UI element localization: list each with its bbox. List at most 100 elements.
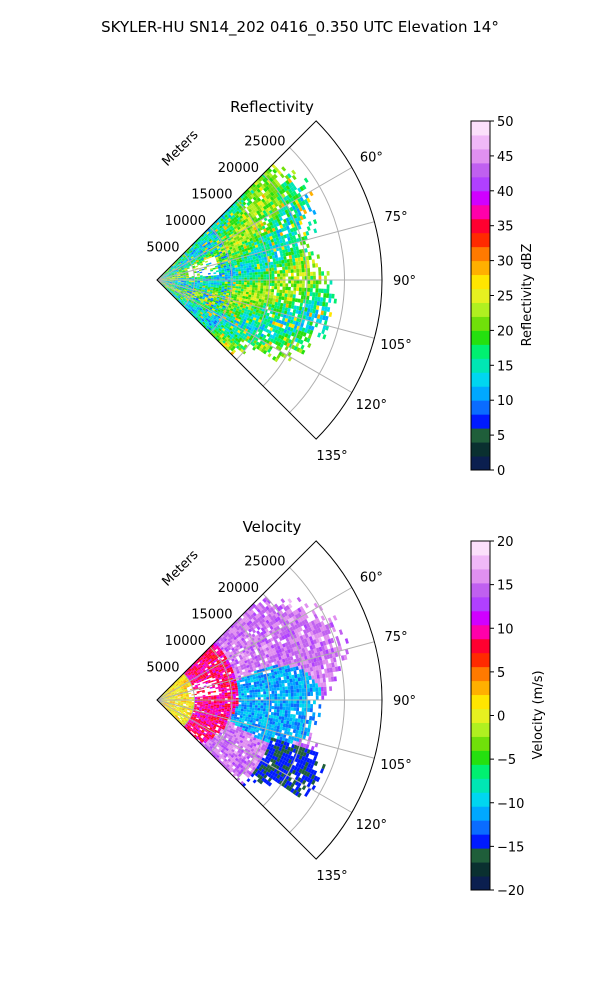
field-cell <box>223 662 228 666</box>
field-cell <box>320 310 324 316</box>
field-cell <box>261 299 265 303</box>
field-cell <box>180 280 184 282</box>
field-cell <box>183 702 187 704</box>
field-cell <box>211 248 215 252</box>
field-cell <box>205 294 209 297</box>
field-cell <box>209 307 213 310</box>
field-cell <box>225 228 229 233</box>
field-cell <box>174 275 178 277</box>
field-cell <box>233 680 237 684</box>
field-cell <box>295 265 299 270</box>
field-cell <box>185 704 189 706</box>
field-cell <box>167 691 171 694</box>
field-cell <box>209 727 213 730</box>
field-cell <box>255 309 260 313</box>
field-cell <box>210 702 214 705</box>
field-cell <box>228 664 232 668</box>
field-cell <box>270 261 274 265</box>
field-cell <box>201 679 205 682</box>
field-cell <box>182 705 186 707</box>
field-cell <box>188 262 191 265</box>
field-cell <box>257 282 261 286</box>
field-cell <box>174 285 178 287</box>
field-cell <box>233 282 236 285</box>
field-cell <box>249 231 254 236</box>
field-cell <box>324 275 327 280</box>
field-cell <box>177 695 181 697</box>
field-cell <box>174 291 177 294</box>
field-cell <box>168 267 171 270</box>
field-cell <box>166 703 170 705</box>
field-cell <box>207 705 211 708</box>
field-cell <box>269 298 274 302</box>
field-cell <box>219 326 224 330</box>
field-cell <box>218 233 222 237</box>
field-cell <box>221 318 226 322</box>
field-cell <box>199 690 203 693</box>
field-cell <box>224 210 229 215</box>
field-cell <box>271 328 276 333</box>
field-cell <box>177 281 181 283</box>
field-cell <box>224 646 228 651</box>
azimuth-tick-label: 105° <box>380 338 411 353</box>
field-cell <box>175 282 178 284</box>
field-cell <box>187 295 191 298</box>
field-cell <box>230 231 234 235</box>
field-cell <box>202 283 206 286</box>
field-cell <box>219 245 223 248</box>
field-cell <box>189 711 193 714</box>
field-cell <box>197 283 200 285</box>
field-cell <box>165 694 169 696</box>
field-cell <box>239 331 244 335</box>
field-cell <box>188 702 192 704</box>
field-cell <box>278 216 283 222</box>
field-cell <box>210 269 214 272</box>
field-cell <box>205 303 209 306</box>
field-cell <box>295 342 300 348</box>
field-cell <box>201 247 205 251</box>
field-cell <box>160 275 163 278</box>
field-cell <box>219 235 224 239</box>
field-cell <box>177 277 181 279</box>
field-cell <box>199 707 203 710</box>
field-cell <box>253 261 257 265</box>
field-cell <box>162 273 166 276</box>
field-cell <box>299 302 303 307</box>
field-cell <box>172 282 176 283</box>
field-cell <box>177 687 181 690</box>
field-cell <box>164 272 168 275</box>
field-cell <box>189 290 193 293</box>
field-cell <box>255 298 259 302</box>
field-cell <box>210 735 214 739</box>
field-cell <box>192 259 196 262</box>
field-cell <box>260 268 264 272</box>
field-cell <box>225 311 230 314</box>
field-cell <box>271 180 277 186</box>
field-cell <box>200 293 204 295</box>
field-cell <box>310 271 313 276</box>
field-cell <box>195 685 198 688</box>
field-cell <box>168 289 172 292</box>
field-cell <box>233 212 238 217</box>
field-cell <box>268 323 272 328</box>
field-cell <box>174 687 178 689</box>
field-cell <box>296 347 301 353</box>
field-cell <box>200 725 204 729</box>
field-cell <box>298 310 302 315</box>
field-cell <box>242 655 246 659</box>
field-cell <box>217 735 221 739</box>
field-cell <box>293 230 298 236</box>
field-cell <box>289 236 294 241</box>
field-cell <box>170 271 174 273</box>
field-cell <box>226 212 230 217</box>
field-cell <box>271 283 275 287</box>
field-cell <box>219 251 223 254</box>
field-cell <box>184 708 188 710</box>
colorbar-tick-label: 25 <box>497 290 514 305</box>
field-cell <box>232 345 236 350</box>
field-cell <box>270 295 274 299</box>
field-cell <box>205 703 209 706</box>
field-cell <box>254 194 259 200</box>
field-cell <box>200 257 204 261</box>
field-cell <box>183 275 187 277</box>
